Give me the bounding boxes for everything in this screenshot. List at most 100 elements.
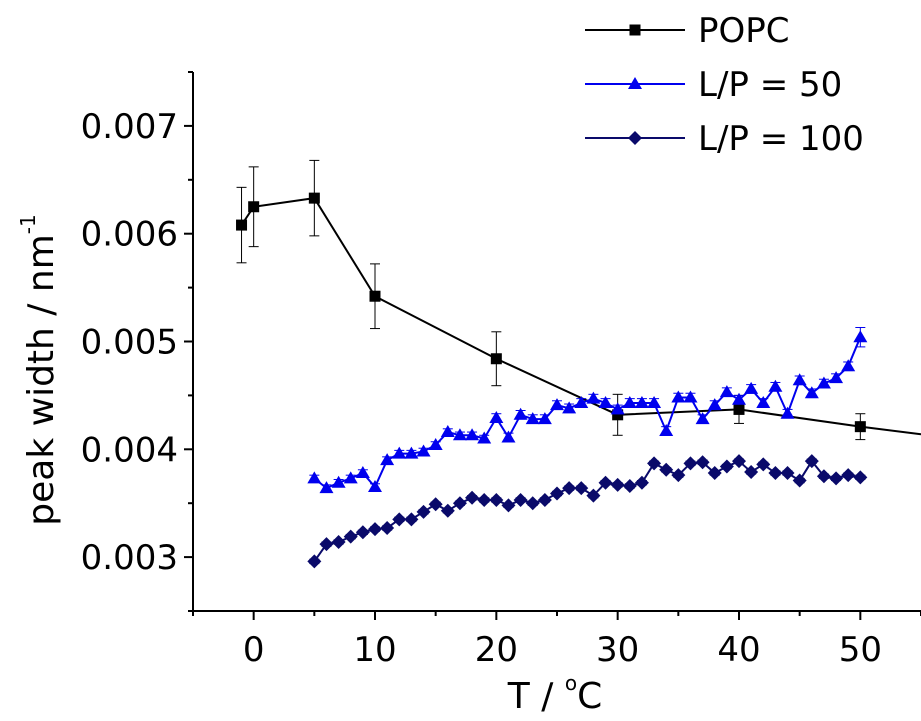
y-axis-ticks: 0.003 0.004 0.005 0.006 0.007	[81, 71, 193, 612]
data-point	[610, 402, 625, 415]
data-point	[404, 446, 419, 459]
data-point	[307, 554, 322, 569]
legend-marker	[628, 131, 642, 145]
data-point	[707, 398, 722, 411]
x-tick-label: 30	[596, 630, 639, 670]
data-point	[792, 473, 807, 488]
data-point	[440, 503, 455, 518]
data-point	[465, 428, 480, 441]
data-point	[369, 290, 381, 302]
data-point	[477, 431, 492, 444]
data-point	[732, 392, 746, 405]
data-point	[368, 522, 382, 537]
data-point	[489, 411, 504, 424]
data-point	[695, 455, 710, 470]
data-point	[355, 466, 370, 479]
data-point	[804, 386, 819, 399]
y-axis-label: peak width / nm-1	[16, 214, 62, 525]
y-tick-label: 0.007	[81, 107, 178, 147]
legend-label: L/P = 50	[698, 65, 842, 105]
data-point	[380, 453, 395, 466]
legend-label: POPC	[698, 11, 790, 51]
x-axis-label-unit: C	[577, 676, 602, 717]
data-point	[452, 496, 467, 511]
data-point	[719, 385, 734, 398]
data-point	[634, 475, 649, 490]
data-point	[562, 481, 577, 496]
data-point	[416, 444, 431, 457]
data-point	[331, 535, 346, 550]
series-line	[313, 336, 862, 490]
x-axis-ticks: 0 10 20 30 40 50	[192, 611, 921, 670]
data-point	[319, 481, 334, 494]
data-point	[513, 407, 528, 420]
data-point	[392, 446, 407, 459]
data-point	[610, 477, 625, 492]
data-point	[355, 525, 370, 540]
data-point	[343, 529, 358, 544]
data-point	[841, 359, 856, 372]
data-point	[841, 468, 856, 483]
data-point	[768, 466, 783, 481]
series-2	[307, 326, 868, 494]
data-point	[647, 456, 662, 471]
y-tick-label: 0.006	[81, 215, 178, 255]
data-point	[525, 496, 540, 511]
data-point	[537, 412, 552, 425]
data-point	[574, 481, 589, 496]
y-axis-label-text: peak width / nm	[21, 234, 62, 525]
data-point	[501, 430, 516, 443]
data-point	[853, 330, 868, 343]
x-tick-label: 50	[839, 630, 882, 670]
data-point	[707, 466, 722, 481]
legend-marker	[629, 24, 641, 36]
legend-marker	[628, 77, 642, 89]
legend-label: L/P = 100	[698, 119, 864, 159]
data-point	[513, 492, 528, 507]
y-tick-label: 0.005	[81, 323, 178, 363]
data-point	[659, 423, 674, 436]
data-point	[550, 486, 564, 501]
data-point	[307, 471, 322, 484]
data-point	[733, 403, 745, 415]
data-point	[308, 192, 320, 204]
data-point	[501, 498, 516, 513]
x-tick-label: 40	[717, 630, 760, 670]
x-tick-label: 10	[353, 630, 396, 670]
data-point	[804, 454, 819, 469]
data-point	[744, 464, 759, 479]
data-point	[816, 376, 831, 389]
data-point	[537, 492, 552, 507]
data-point	[634, 395, 649, 408]
data-point	[319, 537, 334, 552]
data-point	[236, 219, 248, 231]
data-point	[829, 371, 844, 384]
data-point	[477, 492, 492, 507]
data-point	[671, 468, 686, 483]
data-point	[562, 401, 577, 414]
data-point	[671, 390, 686, 403]
legend: POPC L/P = 50 L/P = 100	[585, 11, 864, 159]
data-point	[683, 390, 698, 403]
x-axis-label-text: T /	[507, 676, 565, 717]
data-point	[683, 456, 698, 471]
x-tick-label: 20	[475, 630, 518, 670]
legend-item-1: POPC	[585, 11, 790, 51]
data-point	[659, 462, 674, 477]
data-point	[452, 428, 467, 441]
data-point	[248, 201, 260, 213]
legend-item-2: L/P = 50	[585, 65, 842, 105]
data-point	[695, 412, 710, 425]
data-point	[647, 395, 662, 408]
data-point	[780, 406, 795, 419]
data-series	[236, 159, 921, 569]
data-point	[525, 412, 540, 425]
y-axis-label-exponent: -1	[16, 214, 40, 234]
data-point	[732, 454, 746, 469]
data-point	[792, 373, 807, 386]
data-point	[404, 512, 419, 527]
data-point	[416, 504, 431, 519]
data-point	[574, 395, 589, 408]
data-point	[392, 512, 407, 527]
